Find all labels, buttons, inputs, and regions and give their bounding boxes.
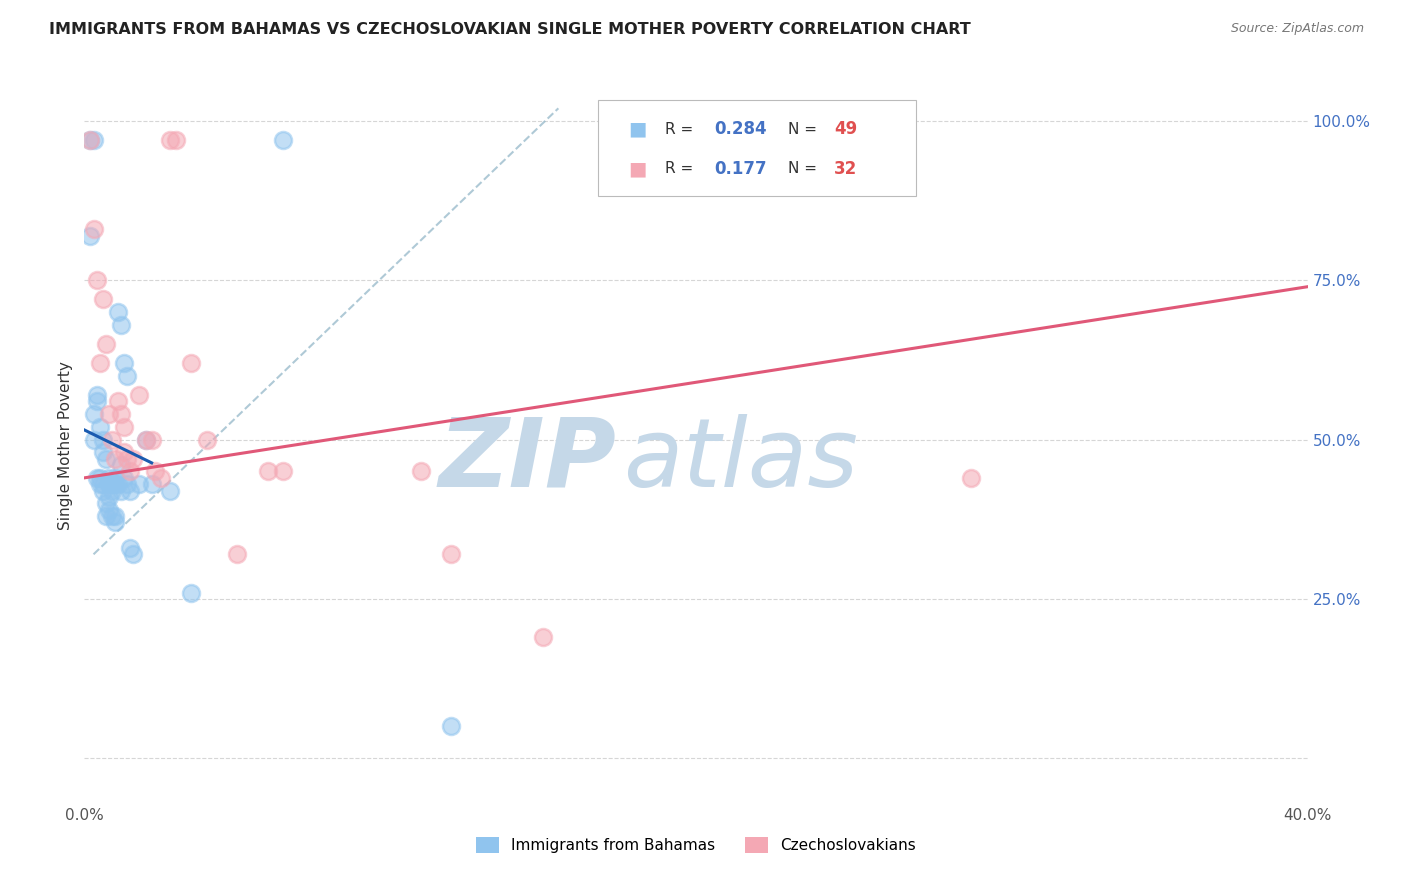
Point (112, 471, 135, 485)
Point (91, 433, 114, 447)
Point (97, 407, 120, 421)
Point (94, 451, 117, 466)
Point (226, 547, 249, 561)
Point (110, 458, 132, 472)
Text: ■: ■ (628, 159, 647, 178)
Point (97, 471, 120, 485)
Point (97, 490, 120, 504)
Point (271, 133, 294, 147)
Point (128, 477, 150, 491)
Text: R =: R = (665, 121, 699, 136)
Point (83, 222, 105, 236)
Point (94, 509, 117, 524)
Point (122, 451, 145, 466)
Point (101, 509, 124, 524)
Text: R =: R = (665, 161, 699, 176)
Point (104, 509, 127, 524)
Point (115, 451, 138, 466)
Point (531, 630, 554, 644)
Point (107, 305, 129, 319)
Point (89, 356, 111, 370)
Point (110, 318, 132, 332)
Text: 49: 49 (834, 120, 858, 138)
Point (271, 465, 294, 479)
Point (440, 547, 463, 561)
Point (94, 496, 117, 510)
Point (120, 483, 142, 498)
Point (97, 477, 120, 491)
Point (104, 451, 127, 466)
Point (86, 471, 108, 485)
Point (180, 585, 202, 599)
Point (91, 483, 114, 498)
Point (180, 356, 202, 370)
Point (112, 420, 135, 434)
Point (141, 477, 163, 491)
Point (86, 388, 108, 402)
Point (94, 337, 117, 351)
Point (107, 394, 129, 409)
Point (91, 445, 114, 459)
Point (115, 368, 138, 383)
Point (101, 477, 124, 491)
Point (257, 465, 280, 479)
Point (86, 273, 108, 287)
Point (159, 483, 181, 498)
Point (409, 465, 432, 479)
Point (101, 483, 124, 498)
Text: ZIP: ZIP (439, 414, 616, 507)
Point (112, 445, 135, 459)
Point (128, 388, 150, 402)
Point (104, 477, 127, 491)
Point (135, 433, 157, 447)
Point (91, 477, 114, 491)
Point (115, 477, 138, 491)
Point (101, 433, 124, 447)
Point (159, 133, 181, 147)
Point (960, 471, 983, 485)
Point (79, 133, 101, 147)
Point (195, 433, 218, 447)
Point (107, 477, 129, 491)
Point (165, 133, 187, 147)
Text: N =: N = (787, 161, 821, 176)
Point (112, 356, 135, 370)
Point (104, 471, 127, 485)
Point (79, 228, 101, 243)
Text: 32: 32 (834, 160, 858, 178)
Point (79, 133, 101, 147)
Text: Source: ZipAtlas.com: Source: ZipAtlas.com (1230, 22, 1364, 36)
Point (120, 541, 142, 555)
Point (122, 547, 145, 561)
Y-axis label: Single Mother Poverty: Single Mother Poverty (58, 361, 73, 531)
Point (89, 420, 111, 434)
Point (143, 465, 166, 479)
Point (83, 433, 105, 447)
Text: 0.284: 0.284 (714, 120, 766, 138)
Point (149, 471, 172, 485)
Text: IMMIGRANTS FROM BAHAMAS VS CZECHOSLOVAKIAN SINGLE MOTHER POVERTY CORRELATION CHA: IMMIGRANTS FROM BAHAMAS VS CZECHOSLOVAKI… (49, 22, 972, 37)
Legend: Immigrants from Bahamas, Czechoslovakians: Immigrants from Bahamas, Czechoslovakian… (470, 831, 922, 859)
Point (91, 293, 114, 307)
Point (110, 407, 132, 421)
Text: ■: ■ (628, 120, 647, 138)
FancyBboxPatch shape (598, 100, 917, 196)
Point (135, 433, 157, 447)
Point (86, 394, 108, 409)
Point (97, 502, 120, 516)
Text: 0.177: 0.177 (714, 160, 766, 178)
Text: N =: N = (787, 121, 821, 136)
Point (141, 433, 163, 447)
Point (89, 477, 111, 491)
Text: atlas: atlas (623, 414, 858, 507)
Point (83, 133, 105, 147)
Point (83, 407, 105, 421)
Point (440, 719, 463, 733)
Point (110, 483, 132, 498)
Point (104, 516, 127, 530)
Point (97, 477, 120, 491)
Point (120, 465, 142, 479)
Point (89, 471, 111, 485)
